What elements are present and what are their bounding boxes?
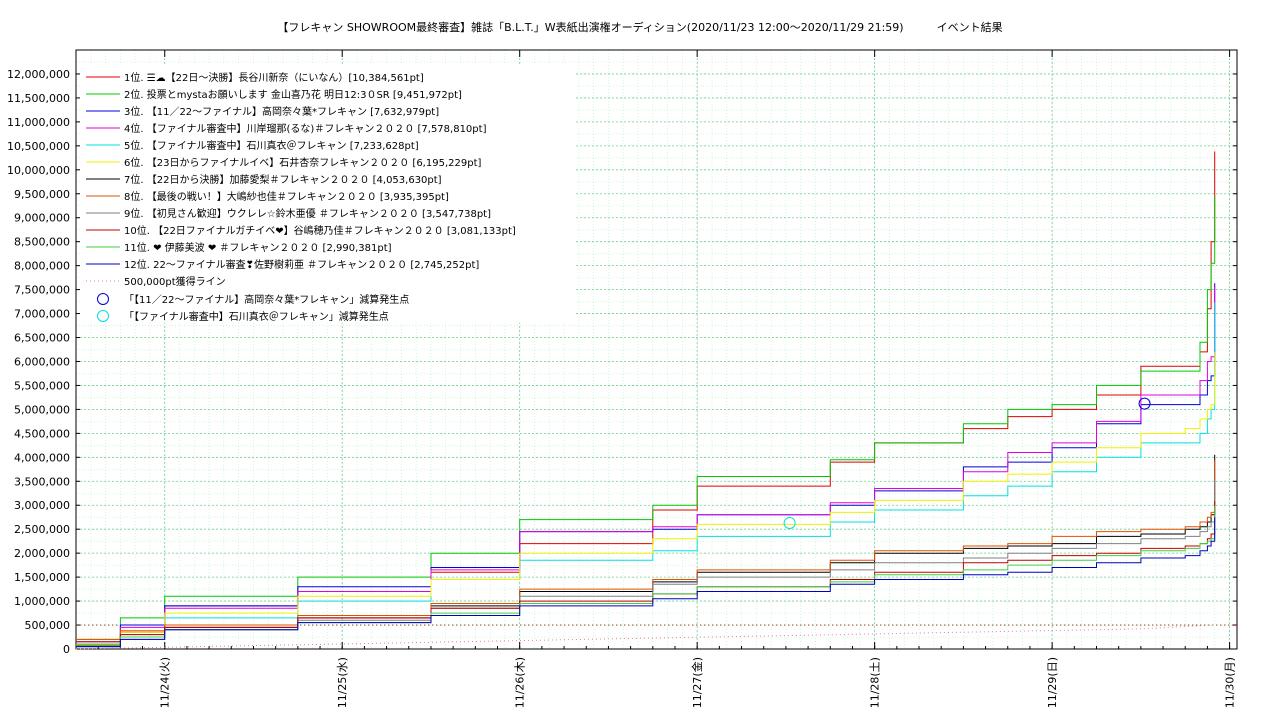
y-tick-label: 12,000,000	[7, 68, 70, 81]
legend-marker	[97, 293, 109, 305]
legend-label: 1位. ☰☁【22日〜決勝】長谷川新奈（にいなん）[10,384,561pt]	[124, 71, 424, 84]
plot-frame	[75, 49, 1238, 650]
x-tick-label: 11/25(水)	[336, 657, 349, 708]
y-tick-label: 8,000,000	[14, 260, 70, 273]
x-tick-label: 11/24(火)	[159, 657, 172, 708]
series-line-13	[75, 624, 1215, 650]
series-line-3	[76, 283, 1216, 648]
chart-title: 【フレキャン SHOWROOM最終審査】雑誌「B.L.T.」W表紙出演権オーディ…	[277, 21, 1003, 34]
series-line-5	[76, 302, 1216, 645]
legend-marker	[97, 310, 109, 322]
series-line-12	[76, 517, 1216, 648]
series-line-4	[76, 285, 1216, 643]
legend-label: 5位. 【ファイナル審査中】石川真衣＠フレキャン [7,233,628pt]	[124, 139, 419, 152]
y-tick-label: 10,500,000	[7, 140, 70, 153]
y-tick-label: 7,000,000	[14, 308, 70, 321]
legend-label: 3位. 【11／22〜ファイナル】高岡奈々葉*フレキャン [7,632,979p…	[124, 105, 439, 118]
series-line-6	[76, 352, 1216, 646]
legend-label: 8位. 【最後の戦い！】大嶋紗也佳＃フレキャン２０２０ [3,935,395pt…	[124, 190, 449, 203]
x-tick-label: 11/26(木)	[514, 657, 527, 708]
legend-label: 2位. 投票とmystaお願いします 金山喜乃花 明日12:3０SR [9,45…	[124, 88, 462, 101]
x-tick-label: 11/27(金)	[690, 657, 704, 708]
y-tick-label: 2,500,000	[14, 523, 70, 536]
series-line-2	[76, 196, 1216, 640]
legend-label: 7位. 【22日から決勝】加藤愛梨＃フレキャン２０２０ [4,053,630pt…	[124, 173, 442, 186]
y-tick-label: 1,000,000	[14, 595, 70, 608]
y-tick-label: 4,500,000	[14, 427, 70, 440]
legend-label: 11位. ❤ 伊藤美波 ❤ ＃フレキャン２０２０ [2,990,381pt]	[124, 241, 392, 254]
x-tick-label: 11/29(日)	[1046, 657, 1059, 708]
y-tick-label: 9,000,000	[14, 212, 70, 225]
marker-2	[783, 516, 796, 529]
y-tick-label: 11,000,000	[7, 116, 70, 129]
x-tick-label: 11/28(土)	[869, 657, 882, 708]
legend-label: 「【ファイナル審査中】石川真衣＠フレキャン」減算発生点	[124, 310, 389, 323]
marker-1	[1138, 397, 1151, 410]
y-tick-label: 2,000,000	[14, 547, 70, 560]
legend-label: 12位. 22〜ファイナル審査❣佐野樹莉亜 ＃フレキャン２０２０ [2,745,…	[124, 258, 479, 271]
legend-label: 500,000pt獲得ライン	[124, 275, 226, 288]
legend-box	[80, 65, 575, 323]
legend-label: 「【11／22〜ファイナル】高岡奈々葉*フレキャン」減算発生点	[124, 293, 409, 306]
y-tick-label: 9,500,000	[14, 188, 70, 201]
y-tick-label: 11,500,000	[7, 92, 70, 105]
y-tick-label: 10,000,000	[7, 164, 70, 177]
legend-label: 4位. 【ファイナル審査中】川岸瑠那(るな)＃フレキャン２０２０ [7,578,…	[124, 122, 487, 135]
y-tick-label: 3,500,000	[14, 475, 70, 488]
series-line-8	[76, 460, 1216, 640]
legend-label: 9位. 【初見さん歓迎】ウクレレ☆鈴木亜優 ＃フレキャン２０２０ [3,547,…	[124, 207, 491, 220]
x-tick-label: 11/30(月)	[1224, 657, 1237, 708]
legend-label: 10位. 【22日ファイナルガチイベ❤】谷嶋穂乃佳＃フレキャン２０２０ [3,0…	[124, 224, 516, 237]
y-tick-label: 6,000,000	[14, 355, 70, 368]
y-tick-label: 4,000,000	[14, 451, 70, 464]
y-tick-label: 8,500,000	[14, 236, 70, 249]
series-line-10	[76, 501, 1216, 643]
y-tick-label: 6,500,000	[14, 332, 70, 345]
y-tick-label: 500,000	[25, 619, 71, 632]
series-line-11	[76, 505, 1216, 645]
y-tick-label: 3,000,000	[14, 499, 70, 512]
y-tick-label: 1,500,000	[14, 571, 70, 584]
y-tick-label: 0	[63, 643, 70, 656]
series-line-9	[76, 479, 1216, 648]
y-tick-label: 5,500,000	[14, 379, 70, 392]
y-tick-label: 5,000,000	[14, 403, 70, 416]
legend-label: 6位. 【23日からファイナルイベ】石井杏奈フレキャン２０２０ [6,195,2…	[124, 156, 481, 169]
y-tick-label: 7,500,000	[14, 284, 70, 297]
